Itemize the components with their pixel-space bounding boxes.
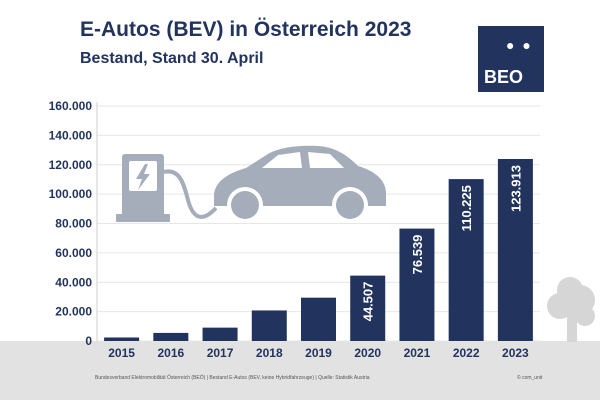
x-tick-labels: 2015 2016 2017 2018 2019 2020 2021 2022 2023 [108,346,529,360]
x-tick-label: 2019 [305,346,332,360]
bar [497,159,533,341]
bar [202,327,238,341]
ground-band [0,341,600,400]
x-tick-label: 2015 [108,346,135,360]
x-tick-label: 2016 [157,346,184,360]
tree-icon [547,277,595,342]
bar [153,332,189,341]
bar [399,228,435,341]
y-tick-label: 80.000 [55,217,92,231]
bar [448,179,484,341]
page-title: E-Autos (BEV) in Österreich 2023 [80,18,412,41]
illustration [116,145,386,223]
x-tick-label: 2020 [354,346,381,360]
y-tick-label: 160.000 [49,99,93,113]
y-tick-label: 0 [85,334,92,348]
y-axis: 0 20.000 40.000 60.000 80.000 100.000 120.000 1… [49,99,98,348]
x-tick-label: 2023 [502,346,529,360]
x-tick-label: 2017 [207,346,234,360]
data-label: 110.225 [459,185,474,231]
bars: 44.507 76.539 110.225 123.913 [104,159,533,341]
y-tick-label: 20.000 [55,305,92,319]
data-label: 44.507 [361,282,376,322]
charging-station-icon [116,154,218,222]
bar [350,275,386,341]
footer-source: Bundesverband Elektromobilität Österreic… [95,375,370,381]
x-tick-label: 2018 [256,346,283,360]
x-tick-label: 2021 [404,346,431,360]
bar [104,337,140,341]
data-label: 123.913 [508,165,523,212]
beo-logo: ● ● BEO [478,26,544,92]
y-tick-label: 140.000 [49,128,93,142]
footer-credit: © com_unit [517,375,543,381]
page-subtitle: Bestand, Stand 30. April [80,50,264,67]
y-tick-label: 100.000 [49,187,93,201]
y-tick-label: 120.000 [49,158,93,172]
bar [301,297,336,341]
car-icon [214,145,386,223]
logo-dots: ● ● [506,37,533,53]
x-tick-label: 2022 [453,346,480,360]
y-tick-label: 60.000 [55,246,92,260]
bar [251,310,287,341]
y-tick-label: 40.000 [55,275,92,289]
logo-text: BEO [484,67,524,87]
data-label: 76.539 [410,235,425,275]
